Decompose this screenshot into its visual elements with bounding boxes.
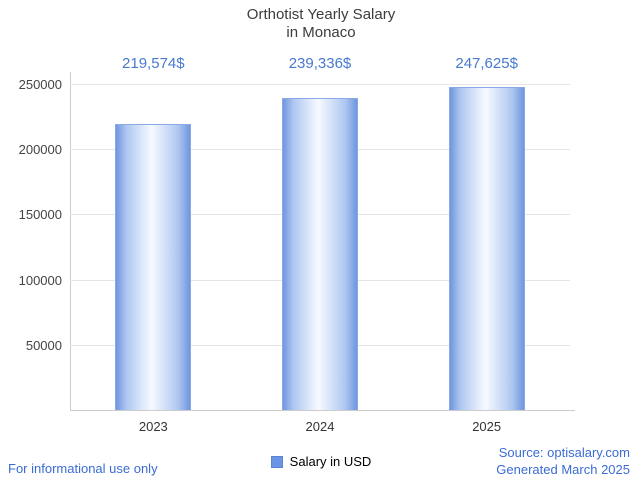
legend-swatch-icon	[270, 455, 283, 468]
y-axis-line	[70, 72, 71, 410]
generated-text: Generated March 2025	[496, 462, 630, 477]
legend-label: Salary in USD	[289, 454, 372, 469]
source-text[interactable]: Source: optisalary.com	[498, 445, 630, 460]
x-axis-tick-label: 2025	[472, 419, 502, 434]
bar-value-label: 247,625$	[455, 55, 518, 72]
chart-title: Orthotist Yearly Salary in Monaco	[0, 6, 642, 42]
bar-2025[interactable]	[448, 87, 525, 410]
plot-area	[70, 84, 570, 410]
x-axis-tick-label: 2023	[138, 419, 168, 434]
y-axis-tick-label: 50000	[25, 337, 62, 353]
bar-value-label: 239,336$	[288, 55, 352, 72]
bar-value-label: 219,574$	[122, 55, 185, 72]
y-axis-tick-label: 150000	[18, 207, 62, 223]
x-axis-tick-label: 2024	[305, 419, 335, 434]
y-axis-tick-label: 200000	[18, 142, 62, 158]
y-axis-tick-label: 250000	[18, 77, 62, 92]
x-axis-line	[70, 410, 575, 411]
source-block: Source: optisalary.com Generated March 2…	[496, 444, 630, 478]
bar-2024[interactable]	[282, 98, 358, 410]
bar-2023[interactable]	[115, 124, 192, 410]
chart-title-line1: Orthotist Yearly Salary	[246, 6, 396, 23]
chart-title-line2: in Monaco	[286, 24, 356, 41]
legend: Salary in USD	[0, 454, 642, 469]
y-axis-tick-label: 100000	[18, 272, 62, 288]
gridline	[70, 84, 570, 85]
disclaimer-text: For informational use only	[8, 461, 158, 476]
